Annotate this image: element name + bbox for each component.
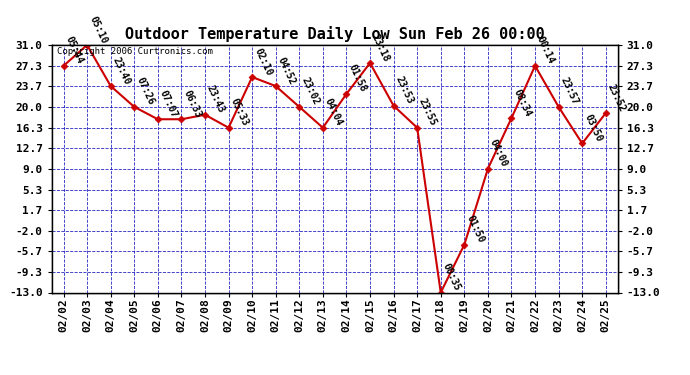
Text: 05:44: 05:44 [63,35,85,66]
Text: 07:26: 07:26 [135,76,156,107]
Text: 23:43: 23:43 [205,84,226,115]
Text: 07:07: 07:07 [158,88,179,119]
Title: Outdoor Temperature Daily Low Sun Feb 26 00:00: Outdoor Temperature Daily Low Sun Feb 26… [125,27,544,42]
Text: 00:14: 00:14 [535,35,557,66]
Text: 02:10: 02:10 [252,46,274,77]
Text: 08:34: 08:34 [511,87,533,118]
Text: 06:33: 06:33 [181,88,203,119]
Text: 23:53: 23:53 [393,75,415,106]
Text: Copyright 2006 Curtronics.com: Copyright 2006 Curtronics.com [57,48,213,57]
Text: 23:40: 23:40 [110,55,132,86]
Text: 23:52: 23:52 [606,82,627,113]
Text: 23:18: 23:18 [370,32,391,63]
Text: 23:55: 23:55 [417,97,439,128]
Text: 23:02: 23:02 [299,76,321,107]
Text: 01:50: 01:50 [464,214,486,245]
Text: 04:00: 04:00 [488,138,509,169]
Text: 05:33: 05:33 [228,97,250,128]
Text: 04:04: 04:04 [323,97,344,128]
Text: 03:50: 03:50 [582,112,604,144]
Text: 01:58: 01:58 [346,63,368,94]
Text: 05:10: 05:10 [87,14,108,45]
Text: 23:57: 23:57 [559,76,580,107]
Text: 00:35: 00:35 [441,262,462,292]
Text: 04:52: 04:52 [276,55,297,86]
